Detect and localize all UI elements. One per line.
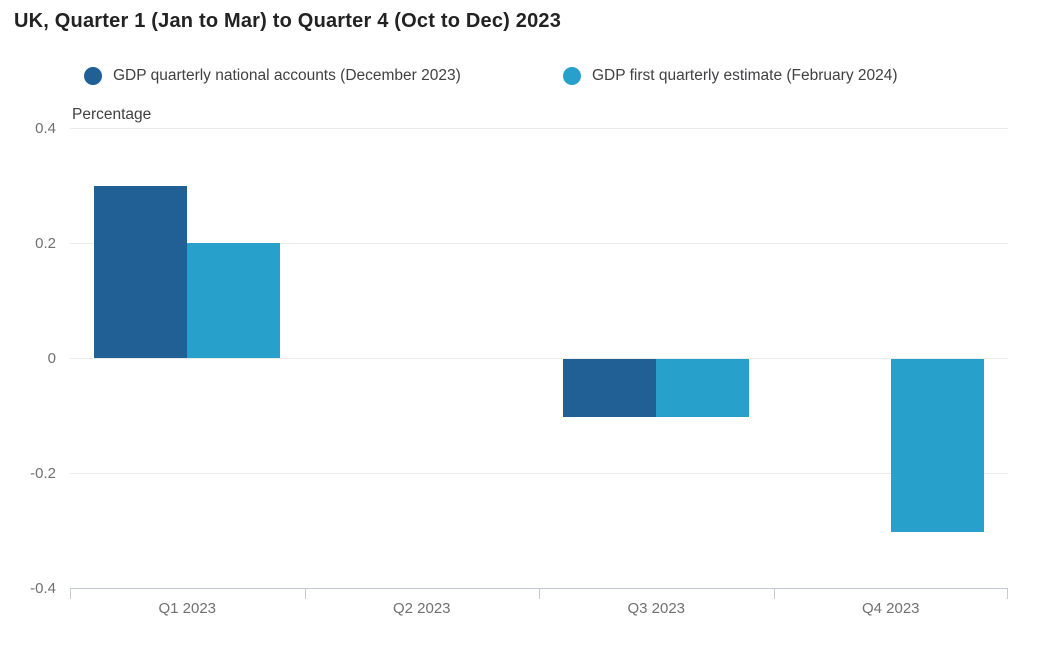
bar-q3-2023-series-0[interactable] — [563, 359, 657, 417]
x-tick-label: Q2 2023 — [392, 600, 451, 617]
chart-title: UK, Quarter 1 (Jan to Mar) to Quarter 4 … — [14, 10, 562, 32]
gridline — [70, 128, 1008, 129]
bar-q1-2023-series-0[interactable] — [94, 185, 188, 358]
y-axis-unit-label: Percentage — [72, 106, 152, 123]
x-tick-label: Q4 2023 — [861, 600, 920, 617]
bar-q4-2023-series-1[interactable] — [890, 359, 984, 532]
gridline — [70, 243, 1008, 244]
x-axis-tick — [773, 588, 775, 599]
gridline — [70, 358, 1008, 359]
legend-item-label: GDP quarterly national accounts (Decembe… — [113, 67, 461, 84]
legend-item-first-estimate[interactable]: GDP first quarterly estimate (February 2… — [563, 67, 898, 85]
x-axis-tick — [304, 588, 306, 599]
y-tick-label: 0 — [47, 350, 56, 367]
y-tick-label: 0.2 — [35, 235, 56, 252]
legend-swatch-circle-icon — [84, 67, 102, 85]
x-axis-tick — [1007, 588, 1008, 599]
x-tick-label: Q1 2023 — [158, 600, 217, 617]
x-axis-tick — [70, 588, 71, 599]
legend-swatch-circle-icon — [563, 67, 581, 85]
plot-area — [70, 128, 1008, 599]
gridline — [70, 473, 1008, 474]
legend-item-national-accounts[interactable]: GDP quarterly national accounts (Decembe… — [84, 67, 461, 85]
y-tick-label: 0.4 — [35, 120, 56, 137]
x-tick-label: Q3 2023 — [627, 600, 686, 617]
legend-item-label: GDP first quarterly estimate (February 2… — [592, 67, 898, 84]
y-tick-label: -0.2 — [30, 465, 56, 482]
bar-q1-2023-series-1[interactable] — [187, 243, 281, 358]
y-tick-label: -0.4 — [30, 580, 56, 597]
x-axis-tick — [539, 588, 540, 599]
bar-q3-2023-series-1[interactable] — [656, 359, 750, 417]
